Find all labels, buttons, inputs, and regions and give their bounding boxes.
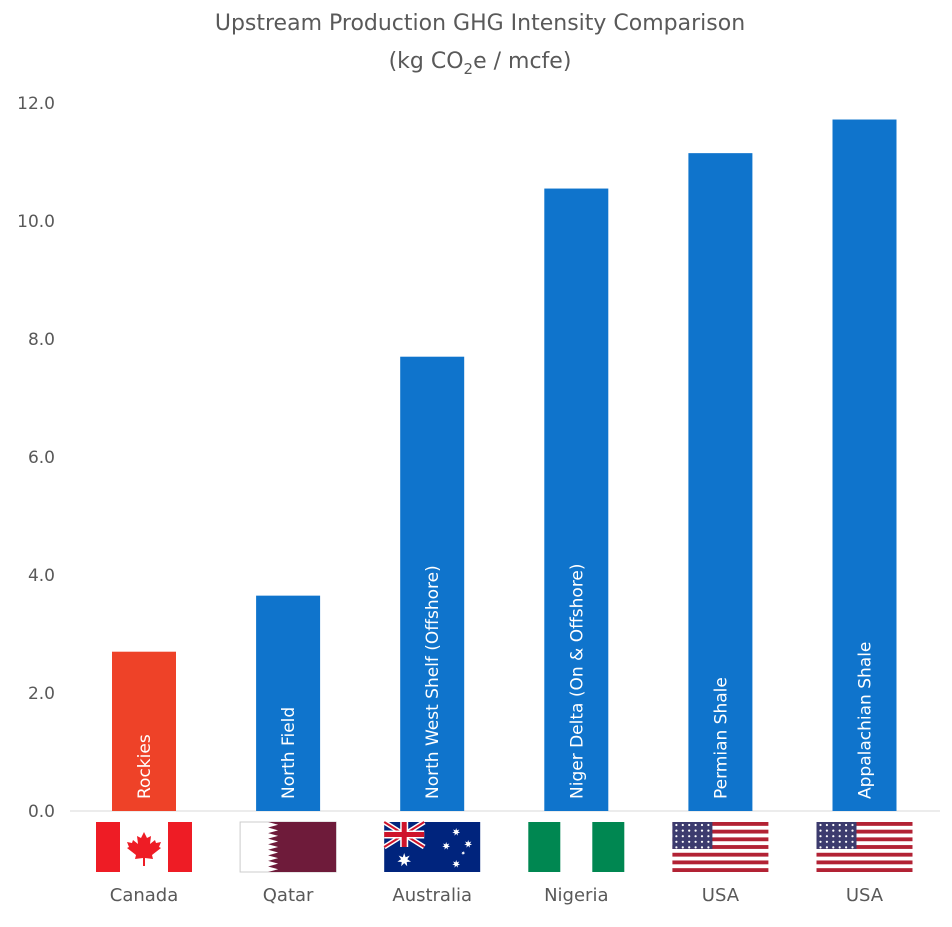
bar	[256, 595, 321, 811]
country-label: Australia	[392, 885, 472, 906]
australia-flag-icon	[382, 819, 481, 872]
bar-label: Appalachian Shale	[856, 642, 876, 799]
country-labels: Canada Qatar Australia Nigeria USA USA	[110, 885, 884, 906]
chart-subtitle-subscript: 2	[464, 60, 474, 78]
y-axis: 0.0 2.0 4.0 6.0 8.0 10.0 12.0	[17, 94, 55, 822]
y-tick-label: 2.0	[28, 684, 55, 704]
bar-label: North Field	[279, 707, 299, 799]
y-tick-label: 10.0	[17, 212, 55, 232]
usa-flag-icon	[672, 822, 769, 872]
bar-series: Rockies North Field North West Shelf (Offs…	[112, 119, 897, 812]
canada-flag-icon	[96, 822, 192, 872]
bar	[400, 356, 465, 811]
chart-title: Upstream Production GHG Intensity Compar…	[215, 11, 745, 36]
chart-subtitle-prefix: (kg CO	[389, 49, 464, 74]
y-tick-label: 4.0	[28, 566, 55, 586]
bar	[544, 188, 609, 812]
usa-flag-icon	[816, 822, 913, 872]
y-tick-label: 8.0	[28, 330, 55, 350]
y-tick-label: 0.0	[28, 802, 55, 822]
bar-label: Rockies	[135, 734, 155, 799]
bar-label: Permian Shale	[711, 677, 731, 799]
country-label: Nigeria	[544, 885, 608, 906]
y-tick-label: 12.0	[17, 94, 55, 114]
nigeria-flag-icon	[528, 822, 625, 872]
bar-label: North West Shelf (Offshore)	[423, 565, 443, 799]
country-label: USA	[702, 885, 740, 906]
bar-label: Niger Delta (On & Offshore)	[567, 563, 587, 799]
country-label: Canada	[110, 885, 179, 906]
y-tick-label: 6.0	[28, 448, 55, 468]
qatar-flag-icon	[239, 821, 337, 873]
bar	[832, 119, 897, 811]
bar	[112, 651, 176, 811]
bar	[688, 153, 753, 811]
country-flags	[96, 819, 913, 873]
country-label: USA	[846, 885, 884, 906]
chart-subtitle-suffix: e / mcfe)	[473, 49, 571, 74]
country-label: Qatar	[263, 885, 314, 906]
chart-subtitle: (kg CO2e / mcfe)	[389, 49, 572, 78]
